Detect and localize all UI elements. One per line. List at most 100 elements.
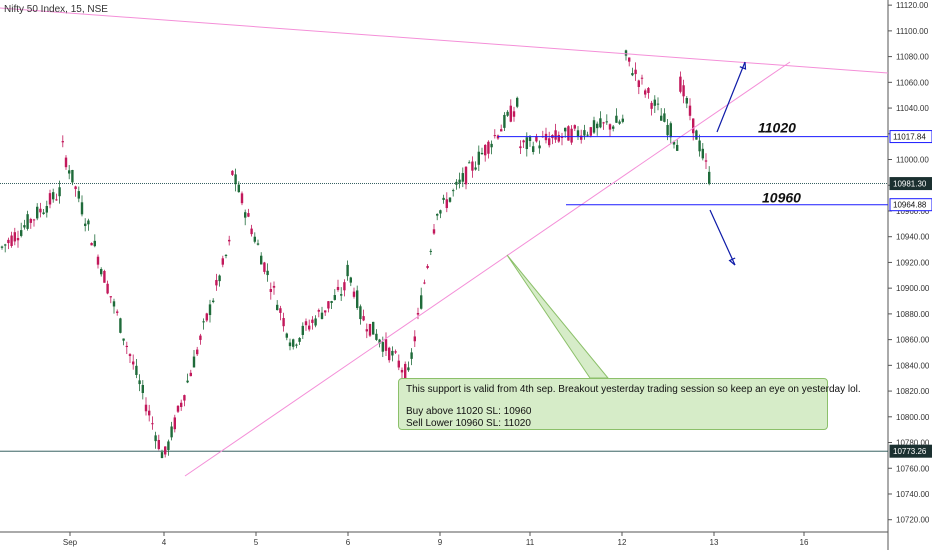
candle-body xyxy=(464,166,468,185)
candle-body xyxy=(237,184,240,193)
candle-body xyxy=(349,277,352,283)
candle-body xyxy=(512,111,516,117)
candle-body xyxy=(93,240,96,247)
candle-body xyxy=(692,118,695,134)
y-tick-label: 10780.00 xyxy=(896,439,930,448)
candle-body xyxy=(420,295,423,309)
candle-body xyxy=(685,98,688,104)
candle-body xyxy=(42,212,45,215)
note-pointer xyxy=(506,254,610,379)
candle-body xyxy=(189,372,192,377)
candle-body xyxy=(509,105,512,122)
candle-body xyxy=(10,235,13,246)
x-tick-label: 6 xyxy=(346,538,351,547)
candle-body xyxy=(340,294,343,296)
candle-body xyxy=(135,365,138,375)
x-tick-label: 4 xyxy=(162,538,167,547)
candle-body xyxy=(676,144,679,151)
y-tick-label: 10720.00 xyxy=(896,516,930,525)
candle-body xyxy=(679,76,682,92)
candle-body xyxy=(487,141,490,154)
candle-body xyxy=(215,279,218,286)
candle-body xyxy=(682,85,685,97)
candle-body xyxy=(535,136,538,142)
resistance-trendline xyxy=(0,7,889,74)
candle-body xyxy=(484,144,487,156)
candle-body xyxy=(128,354,132,357)
candle-body xyxy=(432,229,436,234)
candle-body xyxy=(330,301,333,303)
candle-body xyxy=(96,256,100,265)
candle-body xyxy=(4,244,7,246)
candle-body xyxy=(196,349,199,355)
candle-body xyxy=(634,69,637,75)
candle-body xyxy=(640,77,644,79)
candle-body xyxy=(503,114,506,128)
note-line-3: Sell Lower 10960 SL: 11020 xyxy=(406,418,531,429)
price-label-box xyxy=(889,177,932,191)
candle-body xyxy=(538,145,541,149)
candle-body xyxy=(199,335,202,340)
candle-body xyxy=(701,148,704,159)
candle-body xyxy=(295,344,298,346)
candle-body xyxy=(416,312,420,315)
candle-body xyxy=(48,193,52,205)
candle-body xyxy=(493,135,496,137)
candle-body xyxy=(618,121,621,124)
candle-body xyxy=(660,115,663,121)
candle-body xyxy=(324,310,327,313)
candle-body xyxy=(320,312,324,319)
candle-body xyxy=(708,171,711,184)
candle-body xyxy=(20,230,23,236)
candle-body xyxy=(599,118,602,128)
candle-body xyxy=(365,329,368,332)
candle-body xyxy=(352,291,356,297)
candle-body xyxy=(439,210,442,214)
candle-body xyxy=(192,356,196,368)
candle-body xyxy=(116,311,119,313)
candle-body xyxy=(122,338,125,341)
candle-body xyxy=(36,206,39,219)
candle-body xyxy=(231,170,234,175)
candle-body xyxy=(442,197,445,200)
candle-body xyxy=(317,310,320,312)
candle-body xyxy=(221,258,224,265)
candle-body xyxy=(672,141,676,145)
candle-body xyxy=(167,441,170,450)
candle-body xyxy=(112,301,116,307)
candle-body xyxy=(586,134,589,136)
annotation-note: This support is valid from 4th sep. Brea… xyxy=(398,378,861,430)
candle-body xyxy=(269,289,272,292)
candle-body xyxy=(570,128,573,143)
candle-body xyxy=(212,300,215,303)
y-tick-label: 11100.00 xyxy=(896,27,929,36)
candle-body xyxy=(250,228,253,235)
y-tick-label: 10840.00 xyxy=(896,361,930,370)
candle-body xyxy=(141,385,144,394)
candle-body xyxy=(55,199,58,201)
candle-body xyxy=(64,157,68,168)
candle-body xyxy=(461,173,464,182)
price-label: 10773.26 xyxy=(893,447,927,456)
candle-body xyxy=(256,243,260,245)
candle-body xyxy=(445,199,448,209)
candle-body xyxy=(605,121,608,123)
candle-body xyxy=(292,339,295,347)
candle-body xyxy=(77,191,80,199)
candle-body xyxy=(637,80,640,87)
x-tick-label: 5 xyxy=(254,538,259,547)
candle-body xyxy=(596,123,599,129)
candle-body xyxy=(100,269,103,275)
candle-body xyxy=(164,446,167,455)
candle-body xyxy=(119,318,122,333)
buy-arrow xyxy=(716,61,746,133)
candle-body xyxy=(311,319,314,323)
candle-body xyxy=(26,214,29,229)
candle-body xyxy=(154,435,157,442)
candle-body xyxy=(404,363,407,382)
price-label: 10981.30 xyxy=(893,180,927,189)
candle-body xyxy=(0,246,4,248)
candle-body xyxy=(138,380,141,385)
candle-body xyxy=(423,282,426,284)
x-tick-label: 13 xyxy=(710,538,719,547)
